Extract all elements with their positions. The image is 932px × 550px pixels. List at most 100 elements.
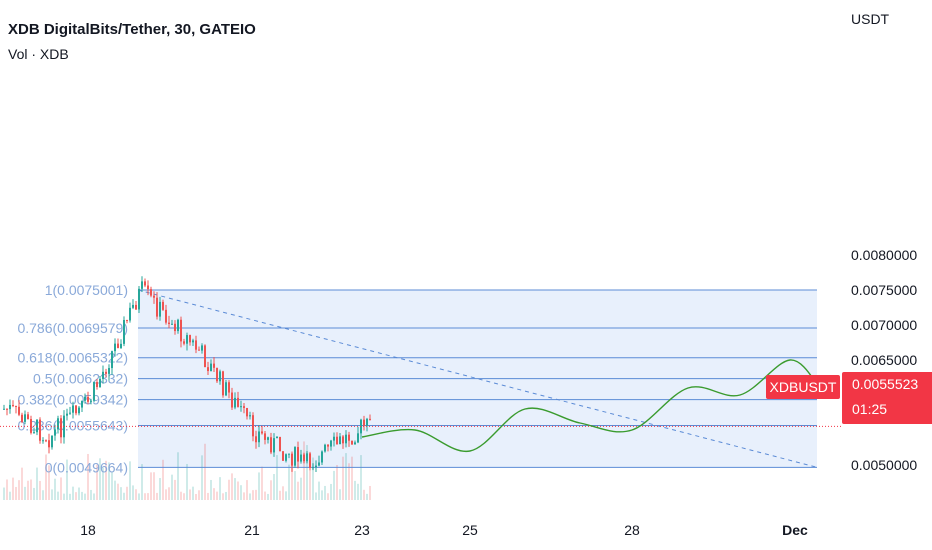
candle-body: [87, 396, 89, 402]
candle-body: [339, 436, 341, 445]
volume-bar: [168, 487, 170, 500]
volume-bar: [369, 485, 371, 500]
volume-bar: [18, 480, 20, 500]
candle-body: [132, 304, 134, 308]
volume-bar: [99, 458, 101, 500]
candle-body: [57, 418, 59, 430]
candle-body: [369, 418, 371, 420]
projection-curve[interactable]: [361, 359, 821, 452]
symbol-tag: XDBUSDT: [766, 375, 840, 399]
candle-body: [258, 431, 260, 443]
candle-body: [93, 382, 95, 401]
candle-body: [48, 440, 50, 448]
volume-bar: [264, 491, 266, 500]
candle-body: [180, 319, 182, 342]
candle-body: [285, 454, 287, 461]
volume-bar: [354, 480, 356, 500]
volume-bar: [261, 466, 263, 500]
candle-body: [138, 288, 140, 310]
candle-body: [6, 408, 8, 410]
candle-body: [267, 437, 269, 440]
volume-bar: [132, 485, 134, 500]
candle-body: [66, 413, 68, 416]
last-price-value: 0.0055523: [852, 376, 919, 392]
candle-body: [207, 367, 209, 372]
volume-bar: [288, 464, 290, 500]
volume-bar: [75, 492, 77, 500]
volume-bar: [189, 489, 191, 500]
candle-body: [165, 309, 167, 323]
volume-bar: [339, 489, 341, 500]
volume-bar: [39, 480, 41, 500]
volume-bar: [270, 480, 272, 500]
volume-bar: [249, 493, 251, 500]
price-tag: 0.0055523 01:25: [842, 372, 932, 424]
volume-bar: [240, 485, 242, 500]
volume-bar: [324, 485, 326, 500]
volume-bar: [135, 489, 137, 500]
candle-body: [327, 444, 329, 447]
volume-bar: [291, 465, 293, 500]
candle-body: [300, 454, 302, 462]
volume-bar: [162, 459, 164, 500]
candlesticks: [3, 276, 371, 472]
candle-body: [228, 382, 230, 393]
candle-body: [243, 406, 245, 408]
candle-body: [351, 440, 353, 445]
volume-bar: [120, 487, 122, 500]
volume-bar: [300, 477, 302, 500]
candle-body: [129, 307, 131, 321]
candle-body: [348, 434, 350, 441]
volume-bar: [117, 483, 119, 500]
volume-bar: [318, 481, 320, 500]
candle-body: [159, 301, 161, 317]
price-tick-label: 0.0050000: [851, 457, 917, 473]
candle-body: [135, 304, 137, 310]
volume-bar: [204, 443, 206, 500]
volume-bar: [93, 493, 95, 500]
candle-body: [321, 451, 323, 463]
volume-bar: [54, 478, 56, 500]
candle-body: [174, 323, 176, 332]
chart-title: XDB DigitalBits/Tether, 30, GATEIO: [8, 21, 256, 38]
diagonal-trend-line[interactable]: [137, 289, 818, 468]
volume-bar: [279, 490, 281, 500]
candle-body: [177, 319, 179, 332]
volume-bar: [282, 486, 284, 500]
candle-body: [90, 400, 92, 402]
price-axis[interactable]: 0.0080000 0.0075000 0.0070000 0.0065000 0.00…: [851, 247, 917, 473]
candle-body: [330, 440, 332, 447]
candle-body: [216, 367, 218, 382]
volume-bar: [147, 493, 149, 500]
candle-body: [114, 343, 116, 352]
volume-bar: [108, 462, 110, 500]
volume-bar: [213, 488, 215, 500]
volume-legend: Vol · XDB: [8, 46, 69, 62]
volume-bar: [345, 453, 347, 500]
candle-body: [3, 408, 5, 410]
candle-body: [69, 412, 71, 414]
candle-body: [123, 320, 125, 344]
candle-body: [309, 453, 311, 469]
candle-body: [171, 323, 173, 325]
candle-body: [345, 434, 347, 444]
volume-bar: [183, 493, 185, 500]
volume-bar: [30, 479, 32, 500]
volume-bar: [159, 478, 161, 500]
volume-bar: [87, 453, 89, 500]
volume-bar: [66, 459, 68, 500]
volume-bar: [258, 472, 260, 500]
candle-body: [246, 407, 248, 417]
volume-bar: [84, 493, 86, 500]
volume-bar: [234, 478, 236, 500]
fib-levels: 1(0.0075001) 0.786(0.0069579) 0.618(0.0065…: [17, 282, 817, 475]
time-axis[interactable]: 18 21 23 25 28 Dec: [80, 522, 808, 538]
volume-bar: [315, 492, 317, 500]
volume-bar: [342, 456, 344, 500]
volume-bar: [255, 489, 257, 500]
volume-bar: [96, 464, 98, 500]
candle-body: [72, 405, 74, 413]
candle-body: [78, 407, 80, 414]
fib-label: 1(0.0075001): [45, 282, 128, 298]
